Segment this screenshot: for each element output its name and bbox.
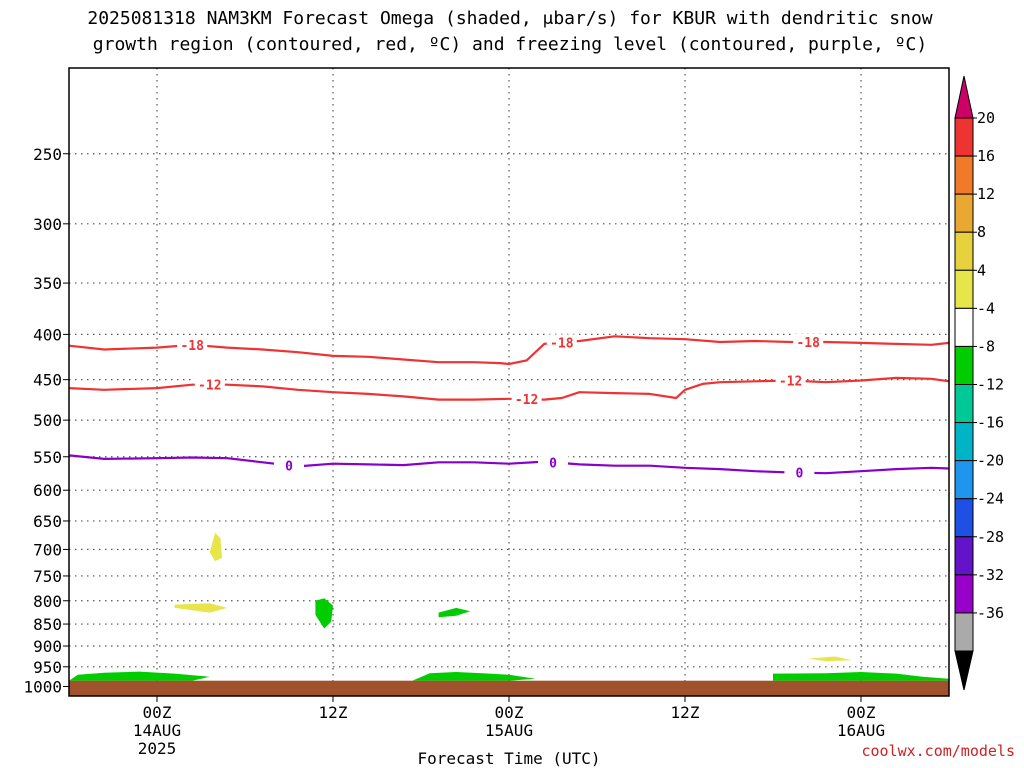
colorbar: 20 16 12 8 4 -4 -8 -12 -16 -20 -24 -28 -32 -36: [954, 75, 1004, 691]
colorbar-swatch: [954, 345, 974, 385]
contour-label: 0: [795, 467, 803, 482]
colorbar-tick-label: -8: [977, 337, 995, 355]
colorbar-tick-label: -4: [977, 299, 995, 317]
y-tick-label: 400: [33, 325, 62, 344]
x-tick-label: 12Z: [319, 703, 348, 722]
y-tick-label: 250: [33, 145, 62, 164]
contour-label-bg: [538, 454, 568, 471]
site-credit: coolwx.com/models: [861, 742, 1015, 760]
colorbar-tick-label: -16: [977, 414, 1004, 432]
y-tick-label: 650: [33, 512, 62, 531]
y-tick-label: 550: [33, 448, 62, 467]
contour-label-bg: [511, 391, 542, 408]
y-tick-label: 750: [33, 567, 62, 586]
y-tick-label: 500: [33, 411, 62, 430]
contour-label: 0: [285, 459, 293, 474]
y-tick-label: 950: [33, 658, 62, 677]
x-tick-label: 00Z: [495, 703, 524, 722]
contour-line-0: [68, 454, 950, 475]
x-tick-label: 00Z: [847, 703, 876, 722]
contour-label: 0: [549, 456, 557, 471]
colorbar-swatch: [954, 117, 974, 157]
colorbar-tick-label: 16: [977, 147, 995, 165]
x-tick-label: 2025: [138, 739, 177, 758]
contour-label: -18: [550, 336, 574, 351]
omega-shaded-region: [808, 656, 853, 662]
y-tick-label: 600: [33, 481, 62, 500]
x-tick-label: 15AUG: [485, 721, 533, 740]
omega-shaded-region: [773, 672, 949, 681]
colorbar-tick-label: 20: [977, 109, 995, 127]
contour-label-bg: [784, 464, 815, 481]
contour-label: -12: [779, 374, 802, 389]
y-tick-label: 300: [33, 215, 62, 234]
x-tick-label: 16AUG: [837, 721, 885, 740]
colorbar-tick-label: -32: [977, 566, 1004, 584]
y-tick-label: 900: [33, 637, 62, 656]
contour-label: -18: [180, 339, 204, 354]
contour-label-bg: [177, 336, 208, 353]
colorbar-swatch: [954, 384, 974, 424]
contour-label-bg: [775, 372, 806, 389]
contour-label-bg: [793, 333, 824, 350]
colorbar-swatch: [954, 269, 974, 309]
contour-label: -18: [796, 336, 820, 351]
terrain-ground: [69, 680, 949, 696]
x-tick-label: 14AUG: [133, 721, 181, 740]
omega-shaded-region: [315, 598, 333, 629]
colorbar-swatch: [954, 612, 974, 652]
colorbar-swatch: [954, 231, 974, 271]
omega-shaded-region: [209, 532, 223, 562]
colorbar-tick-label: -24: [977, 490, 1004, 508]
y-tick-label: 700: [33, 540, 62, 559]
colorbar-tick-label: 8: [977, 223, 986, 241]
x-tick-label: 12Z: [671, 703, 700, 722]
x-tick-label: 00Z: [143, 703, 172, 722]
chart-title-line-1: 2025081318 NAM3KM Forecast Omega (shaded…: [87, 8, 932, 29]
y-tick-label: 1000: [23, 678, 62, 697]
contour-label-bg: [194, 376, 225, 393]
x-axis-title: Forecast Time (UTC): [417, 749, 600, 768]
y-axis: 250 300 350 400 450 500 550 600 650 700 750 800 850 9…: [23, 145, 69, 697]
omega-shaded-region: [174, 603, 228, 613]
colorbar-swatch: [954, 460, 974, 500]
contour-label-bg: [546, 334, 577, 351]
y-tick-label: 800: [33, 592, 62, 611]
colorbar-bottom-arrow: [954, 650, 974, 691]
colorbar-swatch: [954, 536, 974, 576]
colorbar-swatch: [954, 422, 974, 462]
colorbar-swatch: [954, 193, 974, 233]
contour-label: -12: [515, 393, 538, 408]
y-tick-label: 350: [33, 274, 62, 293]
colorbar-tick-label: -12: [977, 376, 1004, 394]
colorbar-swatch: [954, 574, 974, 614]
chart-title-line-2: growth region (contoured, red, ºC) and f…: [93, 34, 927, 55]
colorbar-tick-label: 4: [977, 261, 986, 279]
y-tick-label: 450: [33, 371, 62, 390]
colorbar-tick-label: -20: [977, 452, 1004, 470]
colorbar-tick-label: -28: [977, 528, 1004, 546]
colorbar-tick-label: -36: [977, 604, 1004, 622]
colorbar-swatch: [954, 307, 974, 347]
colorbar-swatch: [954, 498, 974, 538]
colorbar-tick-label: 12: [977, 185, 995, 203]
y-tick-label: 850: [33, 615, 62, 634]
omega-shaded-region: [412, 672, 536, 681]
contour-label-bg: [274, 457, 304, 474]
omega-shaded-region: [69, 671, 210, 681]
contour-label: -12: [198, 379, 221, 394]
colorbar-top-arrow: [954, 75, 974, 119]
omega-shaded-region: [438, 607, 471, 618]
plot-area: -18 -18 -18 -12 -12 -12 0 0 0: [68, 68, 950, 696]
colorbar-swatch: [954, 155, 974, 195]
